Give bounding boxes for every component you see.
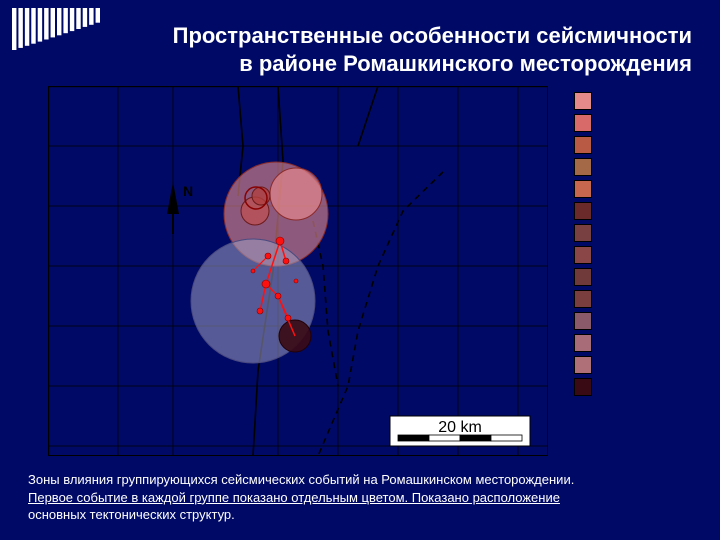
svg-text:20 km: 20 km — [438, 419, 482, 436]
caption-line-2: Первое событие в каждой группе показано … — [28, 490, 560, 505]
legend-label: 10 — [602, 292, 615, 306]
title-line-2: в районе Ромашкинского месторождения — [140, 50, 692, 78]
legend-row: 3 — [574, 134, 694, 156]
legend-label: 5 — [602, 182, 609, 196]
legend-label: 8 — [602, 248, 609, 262]
legend-swatch — [574, 202, 592, 220]
legend-swatch — [574, 356, 592, 374]
legend-label: 6 — [602, 204, 609, 218]
legend-row: 2 — [574, 112, 694, 134]
legend-swatch — [574, 136, 592, 154]
seismic-map: N 20 km — [48, 86, 548, 456]
legend-row: 1 — [574, 90, 694, 112]
caption-line-3: основных тектонических структур. — [28, 507, 235, 522]
legend-row: 7 — [574, 222, 694, 244]
legend-swatch — [574, 312, 592, 330]
caption: Зоны влияния группирующихся сейсмических… — [28, 471, 692, 524]
legend-label: 13 — [602, 358, 615, 372]
legend-label: 9 — [602, 270, 609, 284]
legend-label: 3 — [602, 138, 609, 152]
legend-row: 12 — [574, 332, 694, 354]
legend-row: 10 — [574, 288, 694, 310]
legend-row: 9 — [574, 266, 694, 288]
legend-row: 11 — [574, 310, 694, 332]
legend-swatch — [574, 378, 592, 396]
legend: 1234567891011121314 — [574, 90, 694, 398]
legend-swatch — [574, 224, 592, 242]
svg-text:N: N — [183, 183, 193, 199]
legend-swatch — [574, 158, 592, 176]
legend-swatch — [574, 92, 592, 110]
caption-line-1: Зоны влияния группирующихся сейсмических… — [28, 472, 574, 487]
corner-bars-decoration — [12, 8, 107, 54]
legend-row: 14 — [574, 376, 694, 398]
legend-swatch — [574, 268, 592, 286]
legend-label: 1 — [602, 94, 609, 108]
legend-row: 4 — [574, 156, 694, 178]
legend-label: 4 — [602, 160, 609, 174]
legend-row: 5 — [574, 178, 694, 200]
slide-title: Пространственные особенности сейсмичност… — [140, 22, 692, 77]
legend-label: 11 — [602, 314, 614, 328]
legend-label: 14 — [602, 380, 615, 394]
legend-label: 2 — [602, 116, 609, 130]
legend-swatch — [574, 290, 592, 308]
legend-row: 6 — [574, 200, 694, 222]
legend-swatch — [574, 180, 592, 198]
legend-swatch — [574, 334, 592, 352]
legend-row: 8 — [574, 244, 694, 266]
legend-row: 13 — [574, 354, 694, 376]
legend-swatch — [574, 246, 592, 264]
legend-label: 7 — [602, 226, 609, 240]
legend-label: 12 — [602, 336, 615, 350]
legend-swatch — [574, 114, 592, 132]
title-line-1: Пространственные особенности сейсмичност… — [173, 23, 692, 48]
